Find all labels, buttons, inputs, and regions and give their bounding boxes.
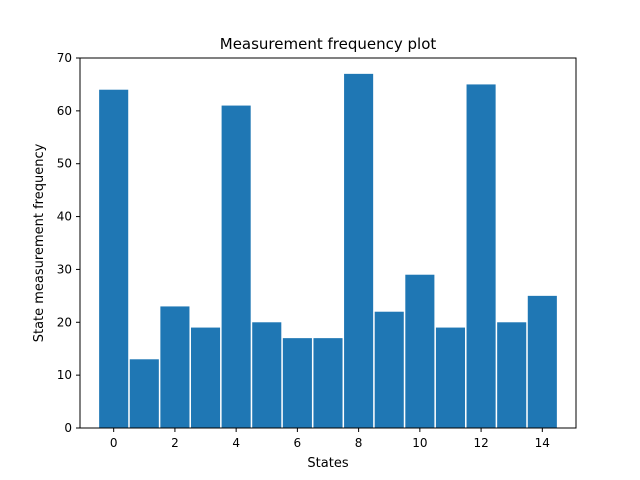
- bar-state-11: [435, 327, 466, 428]
- bar-state-7: [313, 338, 343, 428]
- bar-state-12: [466, 84, 496, 428]
- chart-title: Measurement frequency plot: [220, 35, 437, 53]
- y-tick-label: 30: [57, 262, 72, 276]
- bar-state-1: [129, 359, 159, 428]
- x-tick-label: 12: [473, 436, 488, 450]
- x-tick-label: 2: [171, 436, 179, 450]
- y-tick-label: 20: [57, 315, 72, 329]
- bar-state-8: [344, 73, 374, 428]
- bar-state-13: [497, 322, 527, 428]
- y-tick-label: 50: [57, 157, 72, 171]
- bar-state-4: [221, 105, 251, 429]
- x-tick-label: 10: [412, 436, 427, 450]
- x-tick-label: 0: [110, 436, 118, 450]
- bar-state-6: [282, 338, 312, 428]
- bar-state-5: [252, 322, 282, 428]
- y-tick-label: 10: [57, 368, 72, 382]
- plot-frame: [79, 57, 577, 429]
- bar-state-10: [405, 274, 435, 428]
- bar-state-2: [160, 306, 190, 428]
- bar-state-0: [99, 89, 129, 428]
- bars: [99, 73, 557, 429]
- x-tick-label: 14: [535, 436, 550, 450]
- bar-state-9: [374, 311, 404, 428]
- y-tick-label: 0: [64, 421, 72, 435]
- y-tick-label: 70: [57, 51, 72, 65]
- bar-state-3: [190, 327, 221, 428]
- x-tick-label: 4: [232, 436, 240, 450]
- y-tick-label: 60: [57, 104, 72, 118]
- y-axis-ticks: 0 10 20 30 40 50 60 70: [57, 51, 80, 435]
- y-tick-label: 40: [57, 210, 72, 224]
- x-tick-label: 6: [294, 436, 302, 450]
- x-axis-label: States: [307, 456, 348, 471]
- bar-state-14: [527, 295, 557, 428]
- x-axis-ticks: 0 2 4 6 8 10 12 14: [110, 428, 550, 450]
- y-axis-label: State measurement frequency: [32, 143, 47, 342]
- x-tick-label: 8: [355, 436, 363, 450]
